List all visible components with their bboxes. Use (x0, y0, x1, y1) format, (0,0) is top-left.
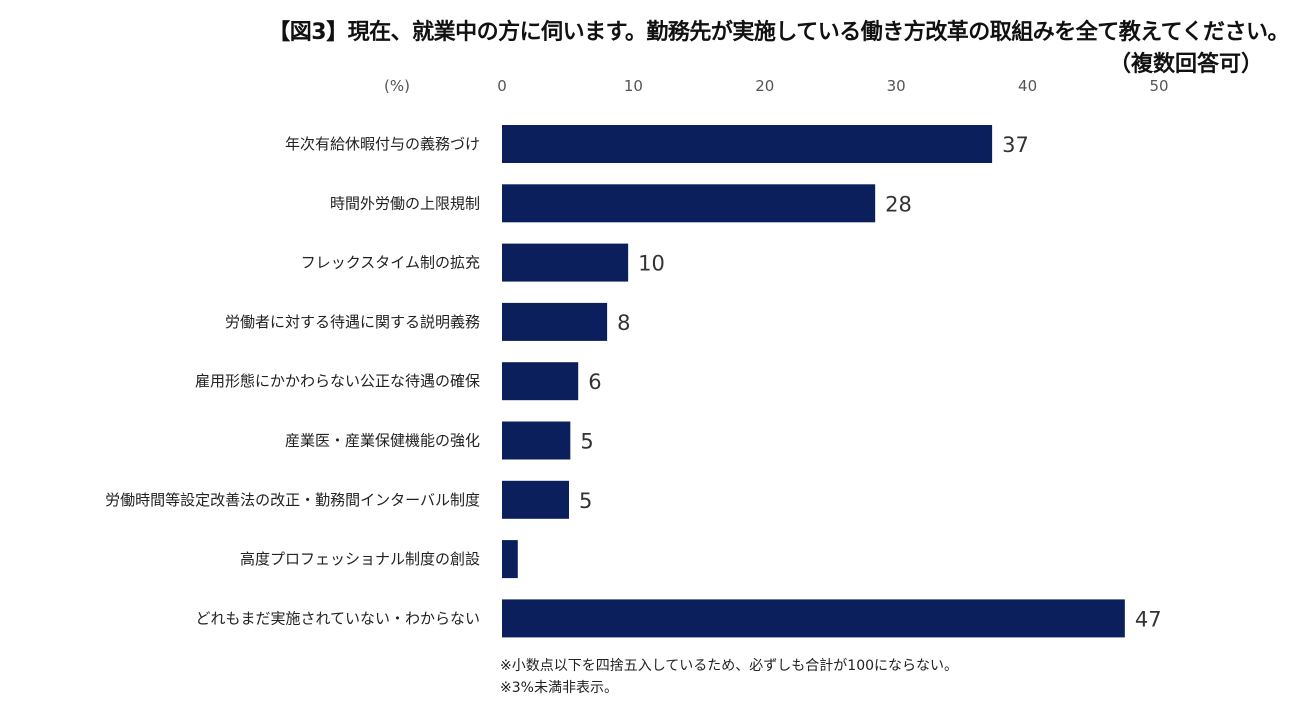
category-label: どれもまだ実施されていない・わからない (195, 609, 480, 627)
bar (502, 362, 579, 401)
category-label: 年次有給休暇付与の義務づけ (285, 135, 480, 153)
data-label: 37 (1002, 133, 1029, 157)
category-label: 雇用形態にかかわらない公正な待遇の確保 (195, 372, 480, 390)
category-label: 労働時間等設定改善法の改正・勤務間インターバル制度 (105, 491, 480, 509)
x-tick-label: 30 (887, 77, 906, 95)
category-label: 時間外労働の上限規制 (330, 194, 480, 212)
bar (502, 184, 876, 223)
x-tick-label: 20 (755, 77, 774, 95)
x-tick-label: 10 (624, 77, 643, 95)
chart-subtitle: （複数回答可） (1108, 52, 1263, 77)
bar (502, 540, 518, 579)
category-label: フレックスタイム制の拡充 (301, 254, 480, 272)
footnote-threshold: ※3%未満非表示。 (500, 680, 618, 696)
x-tick-label: 0 (497, 77, 507, 95)
x-tick-label: 50 (1149, 77, 1168, 95)
footnote-rounding: ※小数点以下を四捨五入しているため、必ずしも合計が100にならない。 (500, 658, 959, 674)
data-label: 5 (580, 430, 593, 454)
data-label: 47 (1135, 607, 1162, 631)
bar (502, 243, 629, 282)
category-label: 労働者に対する待遇に関する説明義務 (225, 313, 480, 331)
bar (502, 480, 570, 519)
data-label: 10 (638, 252, 665, 276)
category-label: 高度プロフェッショナル制度の創設 (240, 550, 480, 568)
bar (502, 125, 993, 163)
data-label: 6 (588, 370, 601, 394)
data-label: 28 (885, 192, 912, 216)
data-label: 8 (617, 311, 630, 335)
chart-title: 【図3】現在、就業中の方に伺います。勤務先が実施している働き方改革の取組みを全て… (268, 20, 1289, 45)
data-label: 5 (579, 489, 592, 513)
x-tick-label: 40 (1018, 77, 1037, 95)
bar (502, 599, 1125, 638)
axis-unit-label: (%) (384, 77, 410, 95)
bar (502, 421, 571, 460)
category-label: 産業医・産業保健機能の強化 (285, 432, 480, 450)
bar (502, 302, 608, 341)
